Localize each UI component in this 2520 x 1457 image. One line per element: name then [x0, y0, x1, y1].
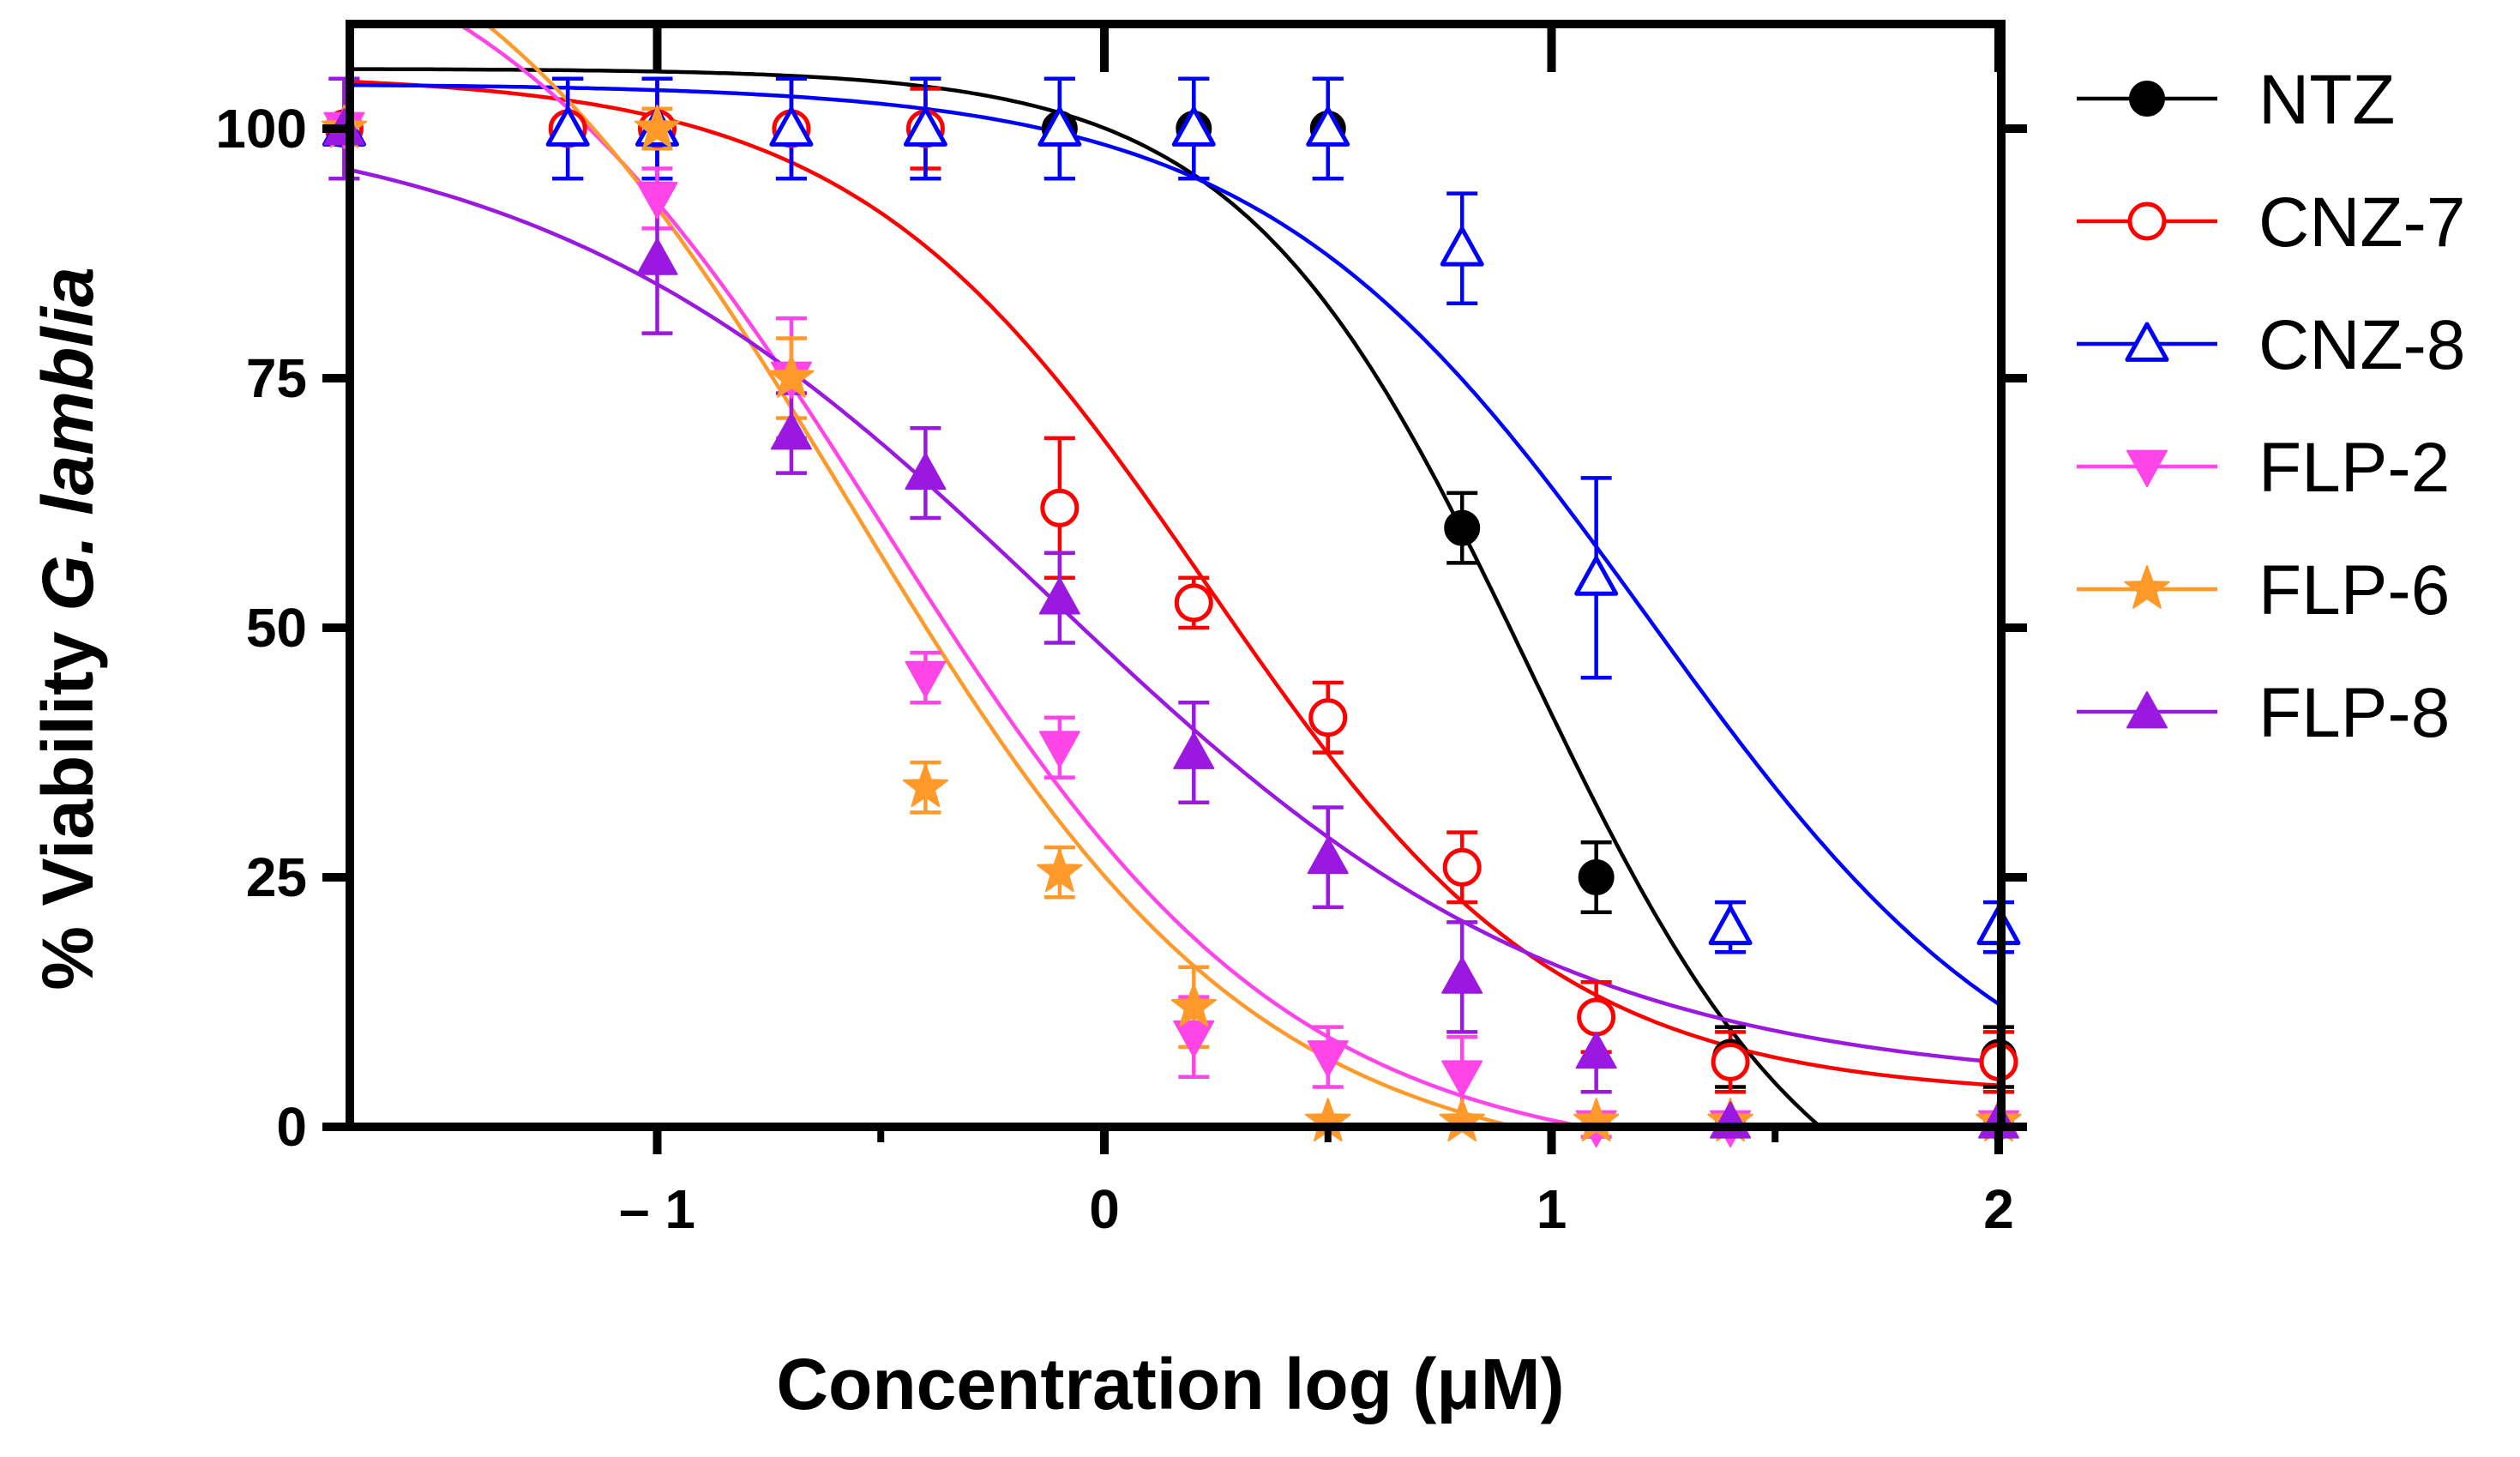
- point-cnz-8: [1306, 106, 1350, 147]
- point-flp-2: [1441, 1060, 1483, 1098]
- point-cnz-7: [1711, 1042, 1750, 1081]
- point-flp-8: [636, 238, 678, 275]
- point-flp-2: [1173, 1020, 1215, 1058]
- point-flp-6: [1573, 1098, 1620, 1141]
- x-axis-title: Concentration log (μM): [776, 1344, 1564, 1424]
- legend-label: FLP-8: [2258, 674, 2450, 752]
- point-cnz-8: [545, 106, 590, 147]
- legend-label: FLP-2: [2258, 429, 2450, 507]
- y-axis-title-species: G. lamblia: [27, 267, 108, 611]
- point-flp-6: [1170, 983, 1217, 1027]
- point-flp-2: [1307, 1040, 1349, 1078]
- axes-layer: 0 25 50 75 100 – 1 0 1 2: [215, 20, 2027, 1240]
- legend-label: NTZ: [2258, 61, 2395, 139]
- legend-label: FLP-6: [2258, 551, 2450, 629]
- point-cnz-8: [1037, 106, 1082, 147]
- y-tick-label: 50: [246, 597, 307, 659]
- point-cnz-8: [903, 106, 947, 147]
- point-flp-8: [1173, 732, 1215, 769]
- legend-marker: [2124, 565, 2170, 609]
- x-tick-label: – 1: [619, 1178, 695, 1240]
- legend-marker: [2126, 449, 2168, 487]
- y-tick-label: 75: [246, 347, 307, 409]
- x-tick-label: 1: [1537, 1178, 1567, 1240]
- data-points-layer: [321, 105, 2022, 1147]
- point-cnz-7: [1040, 488, 1080, 527]
- y-tick-label: 0: [276, 1096, 307, 1158]
- y-tick-label: 25: [246, 846, 307, 908]
- point-flp-8: [1307, 836, 1349, 875]
- legend-marker: [2129, 81, 2165, 117]
- fit-curve-ntz: [350, 67, 1824, 1127]
- point-cnz-8: [1708, 905, 1753, 946]
- point-flp-6: [902, 763, 949, 808]
- error-bars-layer: [328, 76, 2014, 1139]
- point-cnz-7: [1308, 698, 1348, 738]
- point-flp-2: [636, 182, 678, 220]
- point-cnz-8: [1440, 226, 1484, 267]
- legend-marker: [2126, 691, 2168, 729]
- fit-curve-flp-6: [483, 24, 1525, 1127]
- point-flp-8: [1038, 577, 1080, 615]
- y-axis-title-main: % Viability: [27, 611, 108, 990]
- point-flp-8: [770, 412, 812, 450]
- y-axis-title: % Viability G. lamblia: [27, 267, 108, 990]
- legend-item-flp-6: FLP-6: [2077, 551, 2450, 629]
- point-cnz-8: [769, 106, 814, 147]
- point-flp-2: [905, 660, 947, 699]
- x-tick-label: 0: [1089, 1178, 1120, 1240]
- point-flp-8: [1441, 956, 1483, 994]
- legend-marker: [2125, 322, 2169, 362]
- y-tick-label: 100: [215, 98, 307, 160]
- point-cnz-8: [1574, 556, 1619, 596]
- point-flp-2: [1038, 731, 1080, 768]
- legend-marker: [2127, 202, 2167, 241]
- point-cnz-8: [1171, 106, 1216, 147]
- x-tick-label: 2: [1983, 1178, 2014, 1240]
- legend-item-cnz-7: CNZ-7: [2077, 184, 2465, 262]
- point-cnz-7: [1174, 583, 1213, 623]
- fit-curves-layer: [350, 24, 2000, 1127]
- point-ntz: [1444, 509, 1481, 546]
- fit-curve-cnz-8: [350, 82, 2000, 1006]
- point-flp-8: [1575, 1031, 1617, 1069]
- point-flp-6: [1037, 848, 1083, 892]
- point-flp-6: [634, 105, 681, 148]
- fit-curve-flp-2: [454, 24, 1596, 1127]
- legend-item-cnz-8: CNZ-8: [2077, 306, 2465, 384]
- fit-curve-flp-8: [350, 167, 2000, 1065]
- legend-label: CNZ-8: [2258, 306, 2465, 384]
- point-ntz: [1578, 859, 1615, 895]
- point-flp-6: [768, 354, 815, 398]
- fit-curve-cnz-7: [350, 79, 2000, 1088]
- point-cnz-7: [1442, 847, 1482, 887]
- legend-item-flp-2: FLP-2: [2077, 429, 2450, 507]
- legend-item-flp-8: FLP-8: [2077, 674, 2450, 752]
- point-flp-6: [1439, 1098, 1485, 1141]
- legend-label: CNZ-7: [2258, 184, 2465, 262]
- point-cnz-7: [1577, 997, 1616, 1037]
- plot-frame: [346, 20, 2006, 1131]
- legend: NTZ CNZ-7 CNZ-8 FLP-2 FLP-6 FLP-8: [2077, 61, 2465, 752]
- legend-item-ntz: NTZ: [2077, 61, 2395, 139]
- point-flp-8: [905, 452, 947, 490]
